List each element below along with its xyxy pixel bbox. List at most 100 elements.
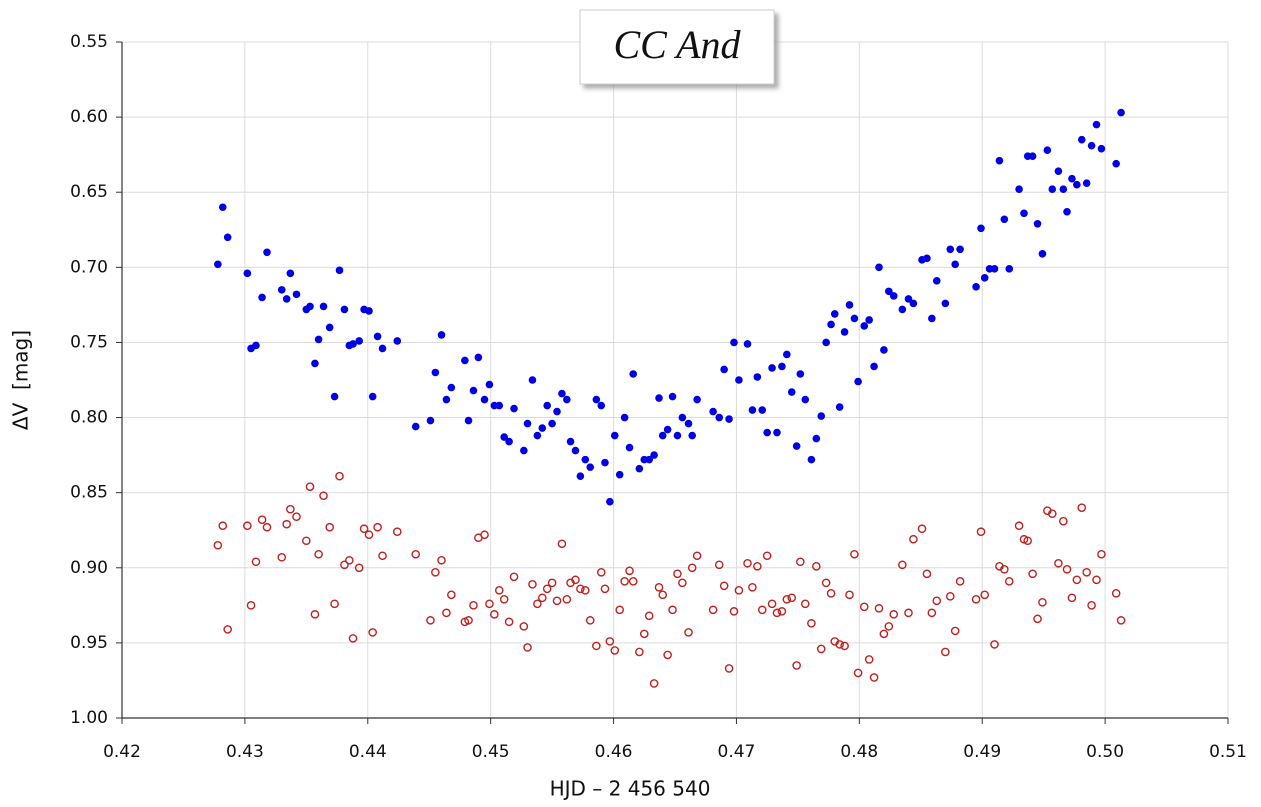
data-point — [571, 446, 580, 455]
data-point — [796, 557, 805, 567]
data-point — [729, 607, 739, 616]
data-point — [650, 451, 658, 459]
data-point — [262, 522, 272, 532]
data-point — [693, 395, 701, 404]
data-point — [955, 576, 965, 586]
x-tick-label: 0.48 — [840, 742, 878, 762]
data-point — [687, 563, 697, 573]
data-point — [392, 527, 402, 537]
data-point — [709, 407, 717, 416]
data-point — [941, 647, 950, 657]
data-point — [658, 431, 667, 440]
data-point — [835, 403, 844, 411]
data-point — [976, 527, 986, 537]
title-box — [579, 9, 775, 85]
chart-title: CC And — [613, 22, 741, 67]
y-tick-label: 0.85 — [70, 483, 108, 503]
data-point — [1059, 516, 1068, 526]
data-point — [812, 434, 821, 443]
data-point — [1097, 549, 1106, 559]
data-point — [528, 580, 537, 589]
data-point — [884, 622, 894, 631]
data-point — [485, 380, 494, 389]
data-point — [500, 433, 508, 441]
data-point — [864, 655, 874, 664]
y-tick-label: 0.60 — [70, 107, 108, 127]
data-point — [859, 602, 869, 612]
data-point — [1028, 569, 1037, 579]
data-point — [538, 424, 547, 432]
data-point — [566, 437, 575, 446]
data-point — [787, 388, 796, 396]
data-point — [349, 340, 357, 348]
data-point — [610, 431, 619, 440]
data-point — [972, 283, 980, 291]
data-point — [951, 260, 959, 269]
data-point — [748, 406, 757, 414]
data-point — [365, 307, 373, 315]
data-point — [537, 593, 547, 603]
data-point — [474, 353, 483, 362]
data-point — [523, 643, 532, 652]
data-point — [480, 395, 489, 404]
data-point — [1000, 564, 1009, 574]
data-point — [783, 350, 791, 359]
data-point — [277, 286, 286, 294]
data-point — [678, 413, 687, 422]
data-point — [557, 539, 567, 549]
data-point — [932, 277, 941, 285]
data-point — [1054, 558, 1063, 568]
data-point — [325, 323, 334, 332]
data-point — [889, 292, 898, 300]
data-point — [601, 458, 609, 467]
x-tick-label: 0.49 — [963, 742, 1001, 762]
data-point — [464, 416, 473, 425]
data-point — [214, 260, 222, 269]
data-point — [447, 590, 456, 600]
x-axis-title: HJD – 2 456 540 — [550, 777, 711, 801]
data-point — [354, 563, 364, 573]
data-point — [411, 422, 420, 431]
plot-area: 0.55 0.60 0.65 0.70 0.75 0.80 0.85 0.90 0.95 1.00… — [70, 32, 1247, 762]
data-point — [1072, 575, 1082, 585]
data-point — [620, 576, 629, 586]
data-point — [499, 595, 509, 604]
data-point — [1073, 180, 1081, 189]
data-point — [1004, 576, 1014, 586]
data-point — [620, 413, 629, 422]
data-point — [243, 269, 252, 278]
data-point — [319, 302, 328, 311]
data-point — [845, 301, 854, 309]
data-point — [314, 549, 323, 559]
data-point — [927, 608, 937, 618]
data-point — [668, 392, 677, 401]
y-tick-label: 1.00 — [70, 708, 108, 728]
y-tick-label: 0.95 — [70, 633, 108, 653]
data-point — [639, 629, 649, 639]
data-point — [1112, 159, 1120, 168]
data-point — [325, 522, 334, 532]
data-point — [1117, 108, 1125, 117]
data-point — [1111, 589, 1121, 598]
data-point — [826, 589, 836, 598]
data-point — [644, 611, 654, 621]
data-point — [625, 443, 634, 452]
data-point — [378, 344, 387, 353]
data-point — [757, 605, 767, 615]
data-point — [252, 341, 260, 350]
data-point — [528, 376, 537, 384]
data-point — [258, 293, 266, 302]
data-point — [1028, 152, 1037, 160]
data-point — [923, 254, 931, 263]
data-point — [1092, 120, 1101, 129]
data-point — [359, 524, 369, 534]
y-tick-label: 0.65 — [70, 182, 108, 202]
data-point — [725, 415, 733, 423]
data-point — [263, 248, 271, 257]
data-point — [792, 442, 801, 450]
data-point — [768, 364, 776, 372]
data-point — [393, 337, 402, 345]
data-point — [1038, 250, 1047, 258]
data-point — [773, 428, 781, 437]
